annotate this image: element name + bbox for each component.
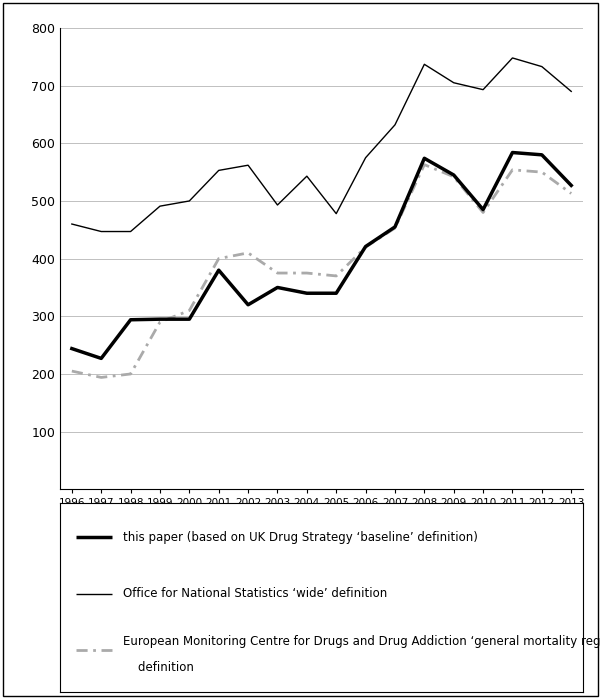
Text: definition: definition — [123, 661, 194, 674]
Text: this paper (based on UK Drug Strategy ‘baseline’ definition): this paper (based on UK Drug Strategy ‘b… — [123, 531, 478, 544]
Text: Office for National Statistics ‘wide’ definition: Office for National Statistics ‘wide’ de… — [123, 587, 387, 600]
Text: European Monitoring Centre for Drugs and Drug Addiction ‘general mortality regis: European Monitoring Centre for Drugs and… — [123, 635, 601, 647]
